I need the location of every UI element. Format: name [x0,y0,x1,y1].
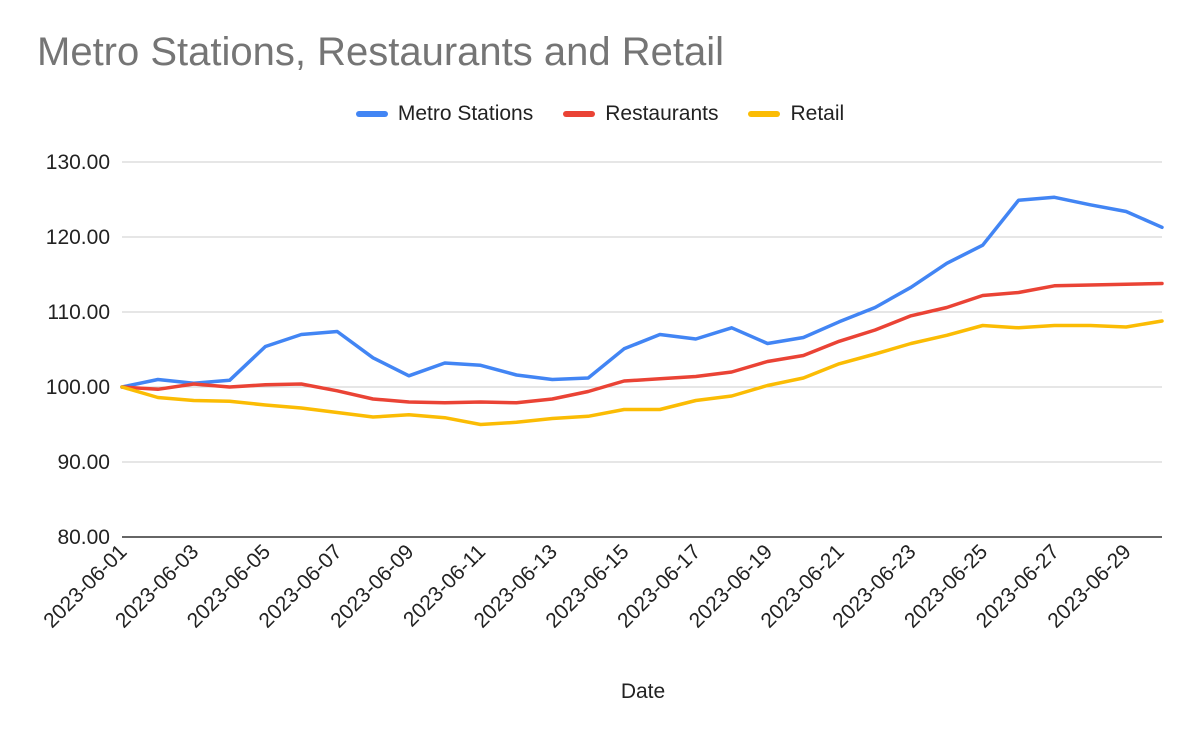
x-axis-title: Date [621,680,665,703]
legend-item-restaurants[interactable]: Restaurants [563,102,718,126]
y-tick-label: 100.00 [46,376,110,399]
legend-swatch-restaurants [563,111,596,117]
x-axis-ticks: 2023-06-012023-06-032023-06-052023-06-07… [39,540,1135,632]
y-tick-label: 120.00 [46,226,110,249]
y-tick-label: 130.00 [46,151,110,174]
chart-title: Metro Stations, Restaurants and Retail [37,30,725,74]
legend-item-retail[interactable]: Retail [748,102,844,126]
series-line-retail[interactable] [120,319,1164,427]
y-tick-label: 80.00 [57,526,110,549]
series-lines [120,195,1164,427]
y-tick-label: 90.00 [57,451,110,474]
y-tick-label: 110.00 [47,301,110,324]
legend: Metro Stations Restaurants Retail [0,97,1200,131]
legend-swatch-retail [748,111,781,117]
series-line-restaurants[interactable] [120,281,1164,405]
series-line-metro-stations[interactable] [120,195,1164,389]
legend-label-restaurants: Restaurants [605,102,719,125]
legend-swatch-metro-stations [355,111,388,117]
legend-label-metro-stations: Metro Stations [397,102,534,125]
y-axis-ticks: 80.00 90.00 100.00 110.00 120.00 130.00 [46,151,110,549]
legend-item-metro-stations[interactable]: Metro Stations [355,102,534,126]
legend-label-retail: Retail [790,102,845,125]
